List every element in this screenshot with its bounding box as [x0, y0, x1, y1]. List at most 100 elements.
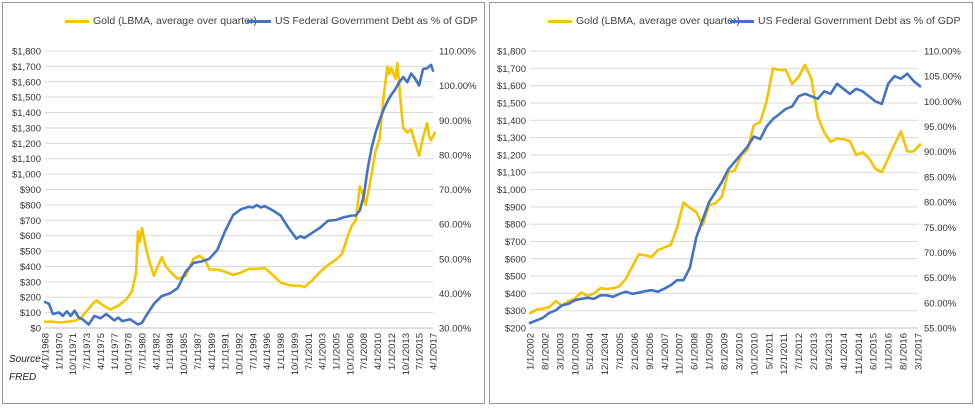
x-tick-label: 12/1/2011 [779, 333, 790, 375]
x-tick-label: 9/1/2006 [645, 333, 656, 370]
y-left-tick-label: $0 [30, 324, 41, 335]
y-right-tick-label: 60.00% [439, 220, 472, 231]
y-left-tick-label: $1,500 [497, 98, 526, 109]
y-left-tick-label: $200 [20, 293, 41, 304]
y-right-tick-label: 100.00% [924, 97, 962, 108]
y-right-tick-label: 70.00% [924, 248, 957, 259]
x-tick-label: 1/1/1991 [221, 333, 232, 370]
x-tick-label: 1/1/1977 [110, 333, 121, 370]
y-right-tick-label: 95.00% [924, 122, 957, 133]
x-tick-label: 7/1/2005 [615, 333, 626, 370]
x-tick-label: 2/1/2013 [809, 333, 820, 370]
y-right-tick-label: 105.00% [924, 72, 962, 83]
x-tick-label: 8/1/2009 [720, 333, 731, 370]
x-tick-label: 1/1/2016 [884, 333, 895, 370]
y-left-tick-label: $800 [20, 200, 41, 211]
y-right-tick-label: 65.00% [924, 273, 957, 284]
chart-svg-right: $200 $300 $400 $500 $600 $700 $800 $900 $1,000 $1… [497, 47, 962, 376]
legend-item-debt: US Federal Government Debt as % of GDP [247, 15, 478, 27]
x-tick-label: 1/1/2005 [332, 333, 343, 370]
x-tick-label: 10/1/1978 [124, 333, 135, 375]
x-tick-label: 1/1/2012 [387, 333, 398, 370]
source-note: Source: FRED [9, 351, 43, 387]
x-tick-label: 10/1/2010 [749, 333, 760, 375]
y-left-tick-label: $600 [20, 231, 41, 242]
x-tick-label: 3/1/2003 [555, 333, 566, 370]
y-left-tick-label: $1,000 [497, 185, 526, 196]
legend-swatch-debt [247, 19, 271, 23]
y-right-tick-label: 90.00% [924, 147, 957, 158]
legend-label-debt: US Federal Government Debt as % of GDP [758, 15, 961, 27]
legend-label-gold: Gold (LBMA, average over quarter) [576, 15, 740, 27]
x-tick-label: 1/1/1998 [276, 333, 287, 370]
source-value: FRED [9, 372, 37, 383]
y-left-tick-label: $400 [20, 262, 41, 273]
legend-swatch-gold [65, 19, 89, 23]
y-left-tick-label: $1,300 [497, 133, 526, 144]
y-left-tick-label: $1,000 [12, 170, 41, 181]
x-tick-label: 10/1/1985 [179, 333, 190, 375]
y-left-tick-label: $500 [20, 247, 41, 258]
y-left-tick-label: $800 [505, 220, 526, 231]
x-tick-label: 4/1/1975 [96, 333, 107, 370]
y-right-tick-label: 30.00% [439, 324, 472, 335]
y-left-tick-label: $1,600 [12, 77, 41, 88]
x-tick-label: 7/1/1973 [82, 333, 93, 370]
x-tick-label: 10/1/2003 [570, 333, 581, 375]
series-line-gold [528, 63, 922, 315]
y-left-tick-label: $1,600 [497, 81, 526, 92]
y-right-tick-label: 80.00% [439, 150, 472, 161]
y-left-tick-label: $700 [20, 216, 41, 227]
y-left-tick-label: $100 [20, 308, 41, 319]
x-tick-label: 7/1/1994 [248, 333, 259, 370]
x-tick-label: 3/1/2017 [914, 333, 925, 370]
y-left-tick-label: $1,700 [497, 64, 526, 75]
x-tick-label: 11/1/2007 [675, 333, 686, 375]
chart-panel-right: Gold (LBMA, average over quarter) US Fed… [489, 2, 973, 404]
y-right-tick-label: 100.00% [439, 81, 477, 92]
x-tick-label: 1/1/1970 [54, 333, 65, 370]
y-left-tick-label: $200 [505, 324, 526, 335]
y-left-tick-label: $1,100 [497, 168, 526, 179]
x-tick-label: 4/1/1968 [41, 333, 52, 370]
x-tick-label: 3/1/2010 [734, 333, 745, 370]
x-tick-label: 4/1/2014 [839, 333, 850, 370]
series-line-debt [528, 72, 922, 325]
y-right-tick-label: 110.00% [924, 47, 961, 58]
chart-panel-left: Gold (LBMA, average over quarter) US Fed… [2, 2, 485, 404]
y-left-tick-label: $500 [505, 272, 526, 283]
y-left-tick-label: $1,400 [497, 116, 526, 127]
legend: Gold (LBMA, average over quarter) US Fed… [490, 15, 972, 31]
y-left-tick-label: $400 [505, 289, 526, 300]
y-right-tick-label: 110.00% [439, 47, 476, 58]
y-left-tick-label: $1,300 [12, 123, 41, 134]
x-tick-label: 4/1/2003 [318, 333, 329, 370]
x-tick-label: 7/1/1980 [138, 333, 149, 370]
y-right-tick-label: 85.00% [924, 172, 957, 183]
legend-label-gold: Gold (LBMA, average over quarter) [93, 15, 257, 27]
y-left-tick-label: $1,500 [12, 93, 41, 104]
y-left-tick-label: $900 [505, 202, 526, 213]
y-right-tick-label: 50.00% [439, 254, 472, 265]
y-left-tick-label: $300 [20, 277, 41, 288]
x-tick-label: 10/1/1992 [235, 333, 246, 375]
y-left-tick-label: $600 [505, 254, 526, 265]
y-left-tick-label: $900 [20, 185, 41, 196]
chart-svg-left: $0 $100 $200 $300 $400 $500 $600 $700 $800 $900 $1… [12, 47, 477, 376]
legend-item-gold: Gold (LBMA, average over quarter) [65, 15, 257, 27]
x-tick-label: 7/1/2008 [359, 333, 370, 370]
y-right-tick-label: 70.00% [439, 185, 472, 196]
x-tick-label: 10/1/2013 [401, 333, 412, 375]
x-tick-label: 10/1/1999 [290, 333, 301, 375]
legend-swatch-debt [730, 19, 754, 23]
x-tick-label: 5/1/2011 [764, 333, 775, 369]
y-left-tick-label: $700 [505, 237, 526, 248]
legend-item-gold: Gold (LBMA, average over quarter) [548, 15, 740, 27]
x-tick-label: 11/1/2014 [854, 333, 865, 375]
x-tick-label: 4/1/2017 [429, 333, 440, 370]
x-tick-label: 9/1/2013 [824, 333, 835, 370]
y-left-tick-label: $1,100 [12, 154, 41, 165]
x-tick-label: 7/1/2015 [415, 333, 426, 370]
y-left-tick-label: $1,400 [12, 108, 41, 119]
x-tick-label: 1/1/1984 [165, 333, 176, 370]
